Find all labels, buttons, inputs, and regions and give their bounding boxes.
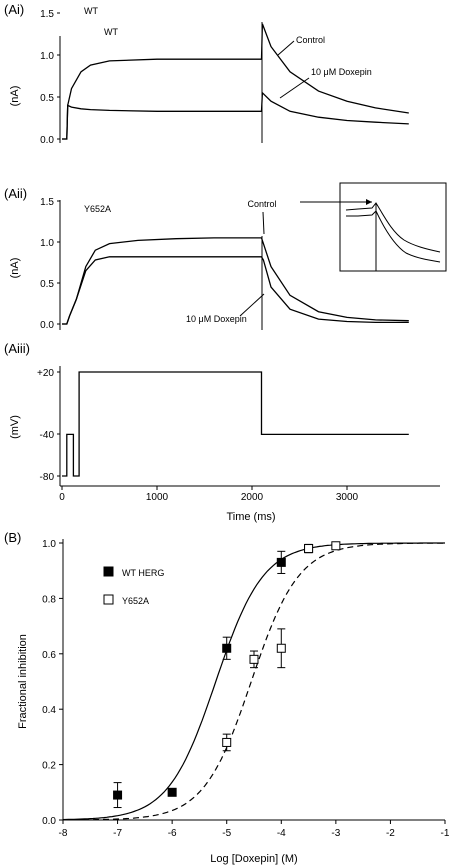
panel-b-xtick-label: -6 — [168, 828, 177, 839]
panel-b-legend: WT HERG Y652A — [103, 566, 164, 606]
trace-aii-control — [62, 237, 409, 325]
panel-ai-ytick-label: 0.0 — [40, 135, 54, 146]
panel-aii-control-annotation: Control — [247, 199, 276, 209]
panel-b-ylabel: Fractional inhibition — [17, 634, 29, 729]
panel-aiii-xtick-label: 3000 — [336, 492, 359, 503]
panel-aii-ytick-label: 0.5 — [40, 279, 54, 290]
panel-b-xtick-label: -2 — [386, 828, 395, 839]
panel-aii-drug-annotation: 10 μM Doxepin — [186, 314, 247, 324]
panel-aii-ytick-label: 1.5 — [40, 197, 54, 208]
panel-ai: (Ai) WT WT (nA) 0.0 0.5 1.0 1.5 Control … — [4, 2, 409, 146]
panel-b-xtick-label: -8 — [59, 828, 68, 839]
panel-b-xtick-label: -4 — [277, 828, 286, 839]
data-point-y652a — [304, 544, 314, 554]
panel-ai-control-annotation: Control — [296, 35, 325, 45]
data-point-wt-herg — [167, 787, 177, 797]
panel-b-xtick-label: -3 — [331, 828, 340, 839]
panel-aii: (Aii) Y652A (nA) 0.0 0.5 1.0 1.5 Control… — [4, 182, 447, 331]
panel-aii-drug-arrow — [239, 293, 265, 317]
panel-ai-subheader: WT — [104, 27, 118, 37]
panel-b-label: (B) — [4, 530, 21, 545]
panel-aii-label: (Aii) — [4, 186, 27, 201]
panel-b-xtick-label: -7 — [113, 828, 122, 839]
fit-curve-y652a — [63, 542, 445, 821]
panel-b-axes: -8 -7 -6 -5 -4 -3 -2 -1 0.0 0.2 0.4 0.6 0.8 1.0 Log [D… — [17, 539, 450, 865]
panel-b-ytick-label: 0.4 — [42, 705, 56, 716]
panel-aii-ytick-label: 1.0 — [40, 238, 54, 249]
panel-aiii-xtick-label: 1000 — [146, 492, 169, 503]
panel-ai-ytick-label: 1.0 — [40, 51, 54, 62]
data-point-y652a — [331, 541, 341, 551]
data-point-wt-herg — [113, 790, 123, 800]
panel-aiii-xlabel: Time (ms) — [226, 511, 275, 523]
panel-aiii-ytick-label: -40 — [40, 430, 55, 441]
panel-aiii-xtick-label: 0 — [59, 492, 65, 503]
panel-b-ytick-label: 0.2 — [42, 761, 56, 772]
panel-ai-ylabel: (nA) — [9, 86, 21, 107]
panel-ai-label: (Ai) — [4, 2, 24, 17]
panel-aii-ytick-label: 0.0 — [40, 320, 54, 331]
panel-b-ytick-label: 0.0 — [42, 816, 56, 827]
legend-label: Y652A — [122, 596, 149, 606]
data-point-y652a — [249, 654, 259, 664]
legend-marker — [103, 594, 114, 605]
trace-ai-control — [62, 23, 409, 140]
panel-aiii-xtick-label: 2000 — [241, 492, 264, 503]
panel-ai-control-arrow — [277, 40, 295, 56]
panel-aii-inset — [339, 182, 447, 272]
panel-b-fit-curves — [62, 542, 445, 821]
panel-b: (B) -8 -7 -6 -5 -4 -3 -2 -1 0.0 0.2 0.4 0.6 0.8 1.0 Lo… — [4, 530, 450, 865]
panel-b-xlabel: Log [Doxepin] (M) — [210, 853, 297, 865]
panel-aii-ylabel: (nA) — [9, 258, 21, 279]
data-point-wt-herg — [222, 643, 232, 653]
panel-b-xtick-label: -5 — [222, 828, 231, 839]
panel-ai-ytick-label: 0.5 — [40, 93, 54, 104]
panel-b-points — [113, 541, 341, 809]
data-point-wt-herg — [276, 557, 286, 567]
panel-aiii-ytick-label: -80 — [40, 472, 55, 483]
trace-ai-doxepin — [62, 91, 409, 140]
inset-doxepin-trace — [346, 210, 441, 263]
panel-ai-header: WT — [84, 6, 98, 16]
panel-aii-inset-traces — [345, 202, 441, 271]
panel-b-ytick-label: 0.8 — [42, 594, 56, 605]
panel-ai-traces — [62, 23, 409, 140]
panel-aiii-traces — [62, 371, 409, 477]
inset-control-trace — [345, 202, 441, 253]
panel-b-ytick-label: 1.0 — [42, 539, 56, 550]
panel-aii-control-arrow — [262, 211, 265, 235]
data-point-y652a — [276, 643, 286, 653]
panel-b-xtick-label: -1 — [441, 828, 450, 839]
trace-aiii-control — [62, 371, 409, 477]
fit-curve-wt-herg — [62, 542, 445, 821]
legend-label: WT HERG — [122, 568, 164, 578]
panel-b-ytick-label: 0.6 — [42, 650, 56, 661]
panel-ai-ytick-label: 1.5 — [40, 9, 54, 20]
panel-aiii: (Aiii) (mV) +20 -40 -80 0 1000 2000 3000… — [4, 341, 440, 523]
legend-marker — [103, 566, 114, 577]
panel-aiii-ytick-label: +20 — [37, 368, 54, 379]
panel-aii-header: Y652A — [84, 204, 111, 214]
panel-ai-drug-annotation: 10 μM Doxepin — [311, 67, 372, 77]
panel-aiii-label: (Aiii) — [4, 341, 30, 356]
panel-aiii-ylabel: (mV) — [9, 415, 21, 439]
trace-aii-doxepin — [62, 256, 409, 325]
panel-ai-drug-arrow — [279, 77, 310, 99]
panel-aii-inset-arrowhead — [366, 199, 372, 205]
panel-aii-traces — [62, 237, 409, 325]
data-point-y652a — [222, 737, 232, 747]
